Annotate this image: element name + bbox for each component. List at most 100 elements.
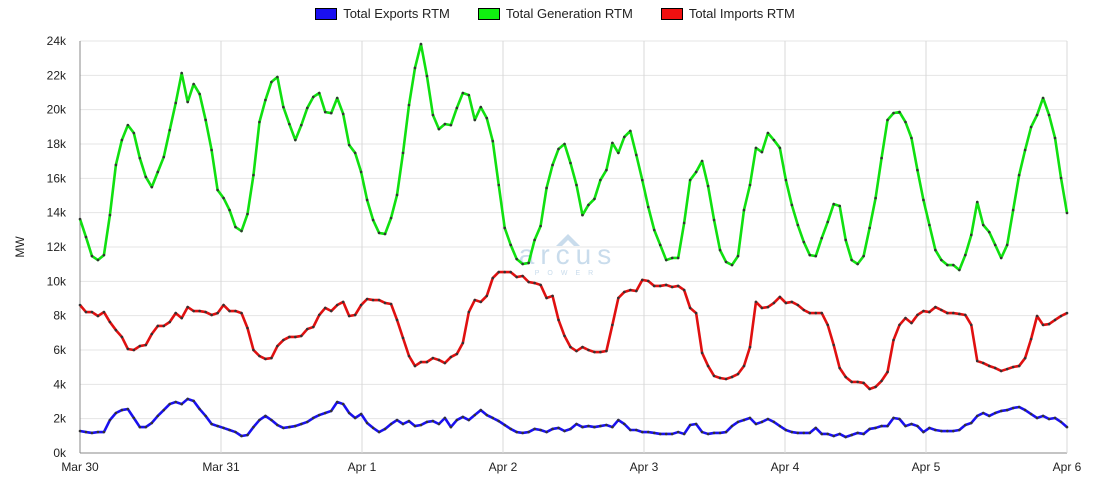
- data-point: [162, 324, 166, 328]
- data-point: [766, 131, 770, 135]
- data-point: [479, 300, 483, 304]
- data-point: [84, 310, 88, 314]
- data-point: [425, 360, 429, 364]
- data-point: [754, 300, 758, 304]
- data-point: [329, 409, 333, 413]
- data-point: [868, 387, 871, 391]
- data-point: [969, 233, 973, 237]
- data-point: [144, 425, 148, 429]
- legend-item-generation[interactable]: Total Generation RTM: [477, 6, 633, 21]
- data-point: [1059, 314, 1063, 318]
- data-point: [790, 300, 794, 304]
- data-point: [790, 203, 794, 207]
- data-point: [365, 198, 369, 202]
- data-point: [724, 260, 728, 264]
- data-point: [276, 75, 279, 79]
- data-point: [539, 428, 542, 432]
- data-point: [712, 218, 716, 222]
- data-point: [706, 184, 710, 188]
- data-point: [563, 334, 566, 338]
- data-point: [288, 425, 291, 429]
- data-point: [156, 324, 160, 328]
- data-point: [892, 111, 895, 115]
- data-point: [940, 308, 943, 312]
- data-point: [120, 335, 124, 339]
- data-point: [108, 213, 112, 217]
- data-point: [617, 151, 620, 155]
- data-point: [1029, 125, 1033, 129]
- data-point: [599, 178, 602, 182]
- data-point: [581, 213, 584, 217]
- data-point: [640, 430, 644, 434]
- data-point: [341, 112, 345, 116]
- data-point: [712, 431, 716, 435]
- legend-swatch-exports: [315, 7, 338, 20]
- data-point: [300, 422, 303, 426]
- data-point: [174, 311, 178, 315]
- data-point: [407, 419, 411, 423]
- data-point: [126, 123, 130, 127]
- data-point: [156, 414, 160, 418]
- data-point: [425, 74, 429, 78]
- data-point: [808, 311, 812, 315]
- data-point: [431, 113, 435, 117]
- data-point: [132, 131, 136, 135]
- data-point: [670, 432, 674, 436]
- data-point: [766, 417, 770, 421]
- data-point: [999, 256, 1003, 260]
- data-point: [664, 258, 668, 262]
- data-point: [359, 170, 363, 174]
- data-point: [754, 422, 758, 426]
- data-point: [467, 93, 471, 97]
- data-point: [832, 343, 836, 347]
- data-point: [551, 427, 554, 431]
- data-point: [796, 303, 800, 307]
- legend-item-imports[interactable]: Total Imports RTM: [660, 6, 795, 21]
- data-point: [946, 429, 949, 433]
- data-point: [401, 422, 405, 426]
- data-point: [832, 434, 836, 438]
- data-point: [964, 253, 967, 257]
- data-point: [790, 430, 794, 434]
- data-point: [981, 411, 985, 415]
- data-point: [102, 430, 106, 434]
- data-point: [916, 168, 919, 172]
- data-point: [180, 71, 183, 75]
- data-point: [748, 345, 752, 349]
- series-line-total-generation-rtm: [78, 42, 1069, 272]
- data-point: [539, 224, 542, 228]
- data-point: [449, 355, 453, 359]
- legend-item-exports[interactable]: Total Exports RTM: [315, 6, 450, 21]
- data-point: [383, 427, 387, 431]
- data-point: [922, 430, 925, 434]
- data-point: [455, 106, 459, 110]
- data-point: [114, 411, 118, 415]
- data-point: [1023, 356, 1027, 360]
- data-point: [975, 200, 979, 204]
- data-point: [407, 354, 411, 358]
- data-point: [395, 318, 399, 322]
- data-point: [371, 426, 375, 430]
- y-tick-label: 4k: [53, 377, 67, 391]
- data-point: [850, 380, 853, 384]
- data-point: [1059, 176, 1063, 180]
- data-point: [575, 422, 578, 426]
- data-point: [784, 301, 788, 305]
- data-point: [981, 361, 985, 365]
- data-point: [252, 425, 255, 429]
- data-point: [910, 321, 913, 325]
- data-point: [353, 151, 357, 155]
- data-point: [856, 380, 859, 384]
- data-point: [497, 270, 501, 274]
- data-point: [222, 426, 225, 430]
- data-point: [401, 151, 405, 155]
- data-point: [210, 313, 213, 317]
- data-point: [605, 349, 608, 353]
- data-point: [347, 143, 351, 147]
- data-point: [545, 296, 548, 300]
- data-point: [635, 428, 638, 432]
- x-tick-label: Apr 5: [912, 460, 941, 474]
- data-point: [587, 424, 590, 428]
- data-point: [467, 418, 471, 422]
